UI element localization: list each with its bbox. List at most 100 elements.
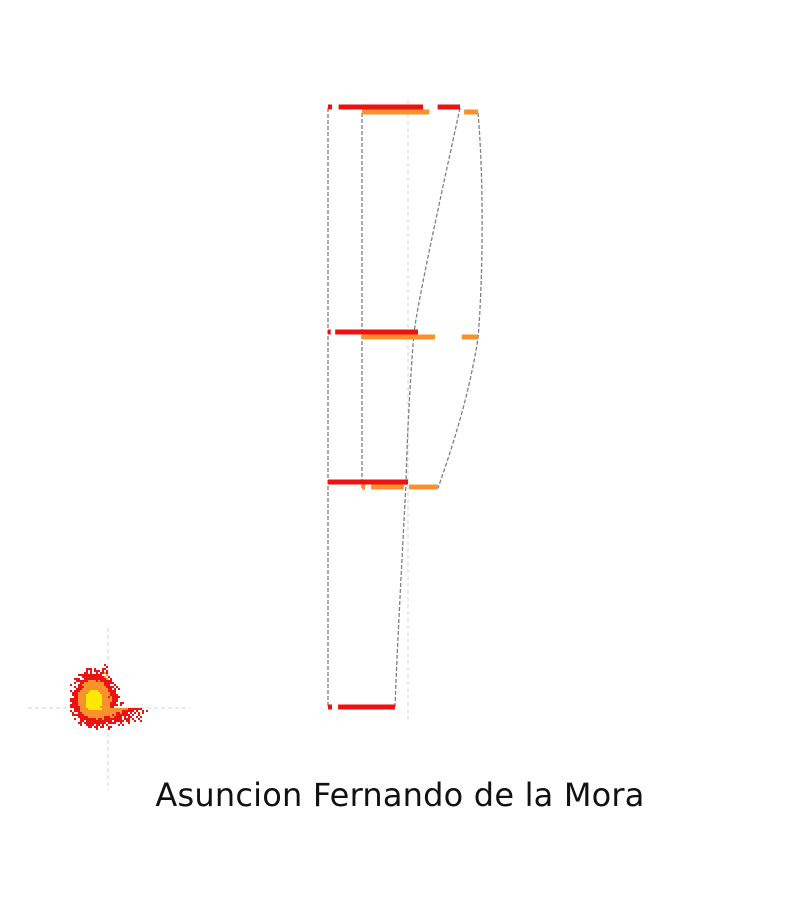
map-pixel	[130, 710, 132, 712]
map-pixel	[102, 688, 104, 690]
map-pixel	[76, 714, 78, 716]
map-pixel	[78, 704, 80, 706]
map-pixel	[108, 714, 110, 716]
map-pixel	[74, 702, 76, 704]
map-pixel	[112, 714, 114, 716]
map-pixel	[114, 694, 116, 696]
map-pixel	[100, 692, 102, 694]
map-pixel	[114, 684, 116, 686]
map-pixel	[80, 710, 82, 712]
map-pixel	[96, 698, 98, 700]
map-pixel	[92, 712, 94, 714]
map-pixel	[108, 700, 110, 702]
map-pixel	[126, 720, 128, 722]
map-pixel	[112, 700, 114, 702]
map-pixel	[96, 672, 98, 674]
map-pixel	[90, 700, 92, 702]
map-pixel	[78, 706, 80, 708]
map-pixel	[82, 686, 84, 688]
map-pixel	[88, 698, 90, 700]
map-pixel	[88, 712, 90, 714]
map-pixel	[104, 692, 106, 694]
map-pixel	[100, 698, 102, 700]
map-pixel	[138, 712, 140, 714]
map-pixel	[92, 702, 94, 704]
map-pixel	[122, 702, 124, 704]
map-pixel	[84, 716, 86, 718]
map-pixel	[98, 704, 100, 706]
map-pixel	[104, 686, 106, 688]
map-pixel	[80, 724, 82, 726]
map-pixel	[110, 692, 112, 694]
map-pixel	[118, 708, 120, 710]
map-pixel	[106, 714, 108, 716]
map-pixel	[80, 696, 82, 698]
map-pixel	[112, 704, 114, 706]
map-pixel	[98, 682, 100, 684]
map-pixel	[122, 708, 124, 710]
map-pixel	[108, 692, 110, 694]
map-pixel	[92, 690, 94, 692]
map-pixel	[108, 676, 110, 678]
map-pixel	[100, 694, 102, 696]
map-pixel	[102, 680, 104, 682]
map-pixel	[78, 710, 80, 712]
map-pixel	[80, 704, 82, 706]
map-pixel	[104, 664, 106, 666]
map-pixel	[132, 710, 134, 712]
map-pixel	[98, 720, 100, 722]
map-pixel	[92, 716, 94, 718]
map-pixel	[108, 694, 110, 696]
map-pixel	[116, 704, 118, 706]
map-pixel	[98, 694, 100, 696]
map-pixel	[116, 696, 118, 698]
map-pixel	[80, 716, 82, 718]
map-pixel	[134, 720, 136, 722]
map-pixel	[104, 708, 106, 710]
map-pixel	[104, 680, 106, 682]
map-pixel	[130, 716, 132, 718]
map-pixel	[102, 700, 104, 702]
map-pixel	[90, 718, 92, 720]
map-pixel	[114, 712, 116, 714]
map-pixel	[92, 704, 94, 706]
map-pixel	[106, 704, 108, 706]
map-pixel	[120, 718, 122, 720]
map-pixel	[94, 670, 96, 672]
map-pixel	[84, 674, 86, 676]
map-pixel	[112, 686, 114, 688]
map-pixel	[102, 678, 104, 680]
map-pixel	[88, 702, 90, 704]
map-pixel	[86, 710, 88, 712]
map-pixel	[118, 710, 120, 712]
map-pixel	[78, 698, 80, 700]
map-pixel	[108, 696, 110, 698]
map-pixel	[92, 682, 94, 684]
map-pixel	[72, 692, 74, 694]
map-pixel	[82, 706, 84, 708]
map-pixel	[84, 688, 86, 690]
map-pixel	[72, 698, 74, 700]
map-pixel	[94, 706, 96, 708]
map-pixel	[110, 712, 112, 714]
map-pixel	[84, 706, 86, 708]
map-pixel	[94, 676, 96, 678]
map-pixel	[78, 702, 80, 704]
map-pixel	[96, 678, 98, 680]
map-pixel	[100, 690, 102, 692]
map-pixel	[120, 716, 122, 718]
map-pixel	[134, 712, 136, 714]
map-pixel	[92, 680, 94, 682]
map-pixel	[104, 718, 106, 720]
map-pixel	[90, 668, 92, 670]
bar-mid-level-2-seg-1	[362, 484, 365, 490]
map-pixel	[100, 708, 102, 710]
map-pixel	[106, 698, 108, 700]
map-pixel	[142, 712, 144, 714]
map-pixel	[106, 724, 108, 726]
map-pixel	[88, 718, 90, 720]
map-pixel	[120, 702, 122, 704]
map-pixel	[78, 696, 80, 698]
map-pixel	[112, 692, 114, 694]
map-pixel	[114, 698, 116, 700]
